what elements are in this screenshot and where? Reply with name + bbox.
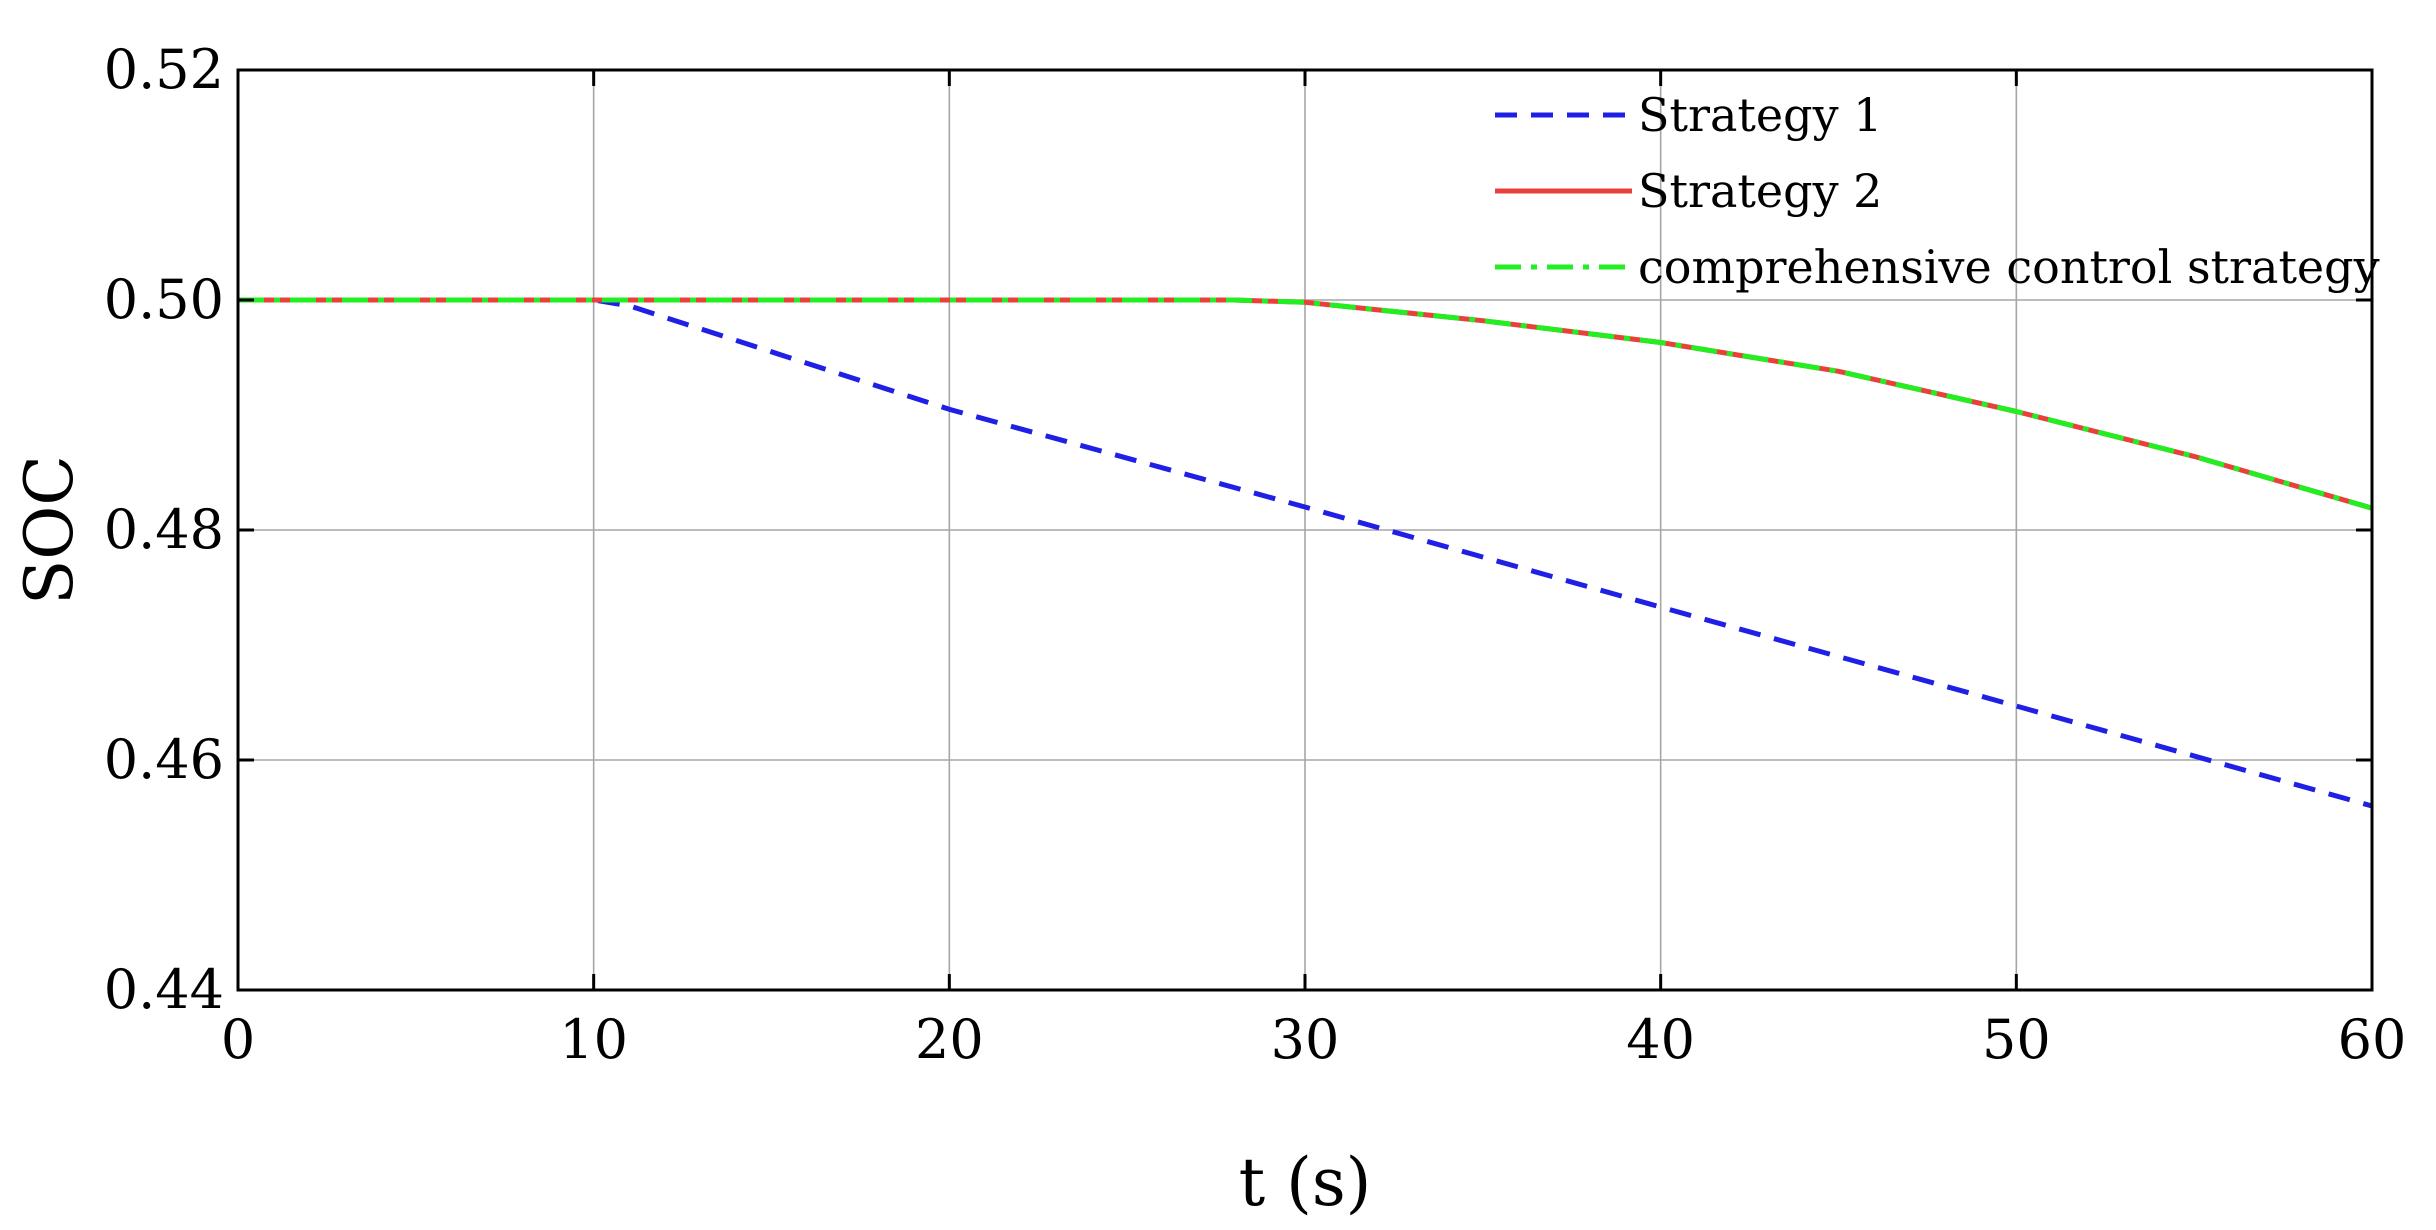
y-tick-label: 0.50: [104, 268, 224, 331]
grid-lines: [238, 70, 2372, 990]
series-layer: [238, 297, 2373, 809]
series-line-comprehensive-control-strategy: [238, 297, 2373, 511]
axis-ticks: 0 10 20 30 40 50 60 0.44 0.46 0.48 0.50 0.52: [104, 38, 2407, 1071]
y-tick-label: 0.46: [104, 728, 224, 791]
y-tick-label: 0.48: [104, 498, 224, 561]
legend-label-2: Strategy 2: [1638, 164, 1882, 218]
legend-label-1: Strategy 1: [1638, 88, 1882, 142]
x-tick-label: 50: [1982, 1008, 2051, 1071]
x-tick-label: 20: [915, 1008, 984, 1071]
x-tick-label: 10: [559, 1008, 628, 1071]
x-tick-label: 60: [2338, 1008, 2407, 1071]
y-tick-label: 0.44: [104, 958, 224, 1021]
y-tick-label: 0.52: [104, 38, 224, 101]
x-tick-label: 0: [221, 1008, 255, 1071]
x-tick-label: 30: [1271, 1008, 1340, 1071]
y-axis-label: SOC: [11, 455, 88, 605]
legend: Strategy 1 Strategy 2 comprehensive contro…: [1495, 88, 2380, 294]
x-tick-label: 40: [1626, 1008, 1695, 1071]
x-axis-label: t (s): [1239, 1144, 1372, 1221]
legend-label-3: comprehensive control strategy: [1638, 240, 2380, 294]
